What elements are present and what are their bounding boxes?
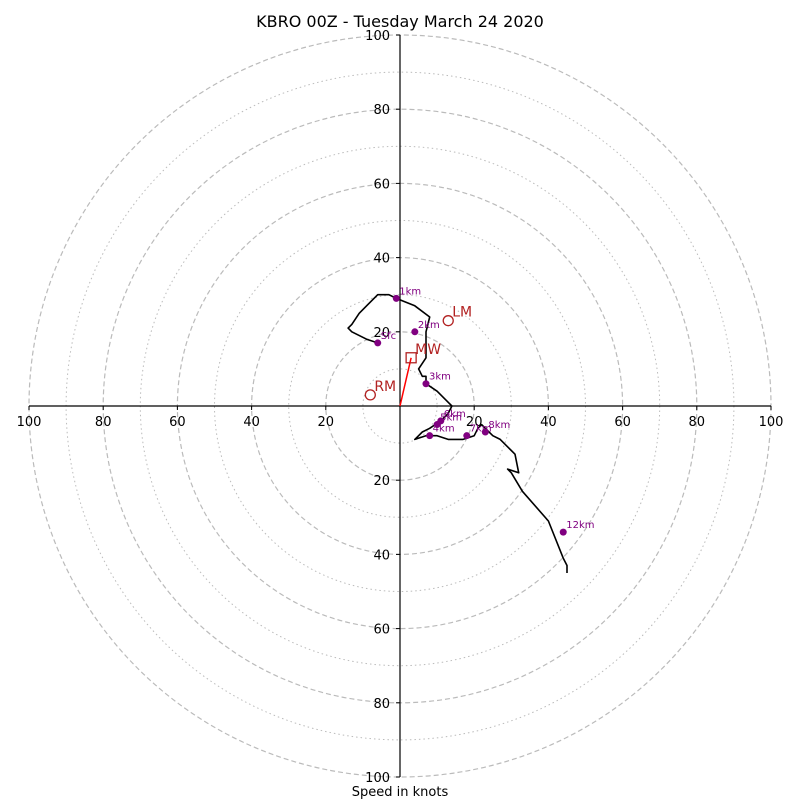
storm-motion-label: RM xyxy=(374,379,396,395)
height-label: 7km xyxy=(470,424,492,435)
height-label: Sfc xyxy=(381,331,396,342)
height-marker xyxy=(374,339,382,347)
tick-labels: 100 80 60 40 20 20 40 60 80 100 100 80 60 40 20 20 40 60 8… xyxy=(17,29,784,786)
y-tick-label: 20 xyxy=(373,326,390,341)
y-tick-label: 80 xyxy=(373,103,390,118)
height-label: 3km xyxy=(429,372,451,383)
chart-title: KBRO 00Z - Tuesday March 24 2020 xyxy=(256,12,544,31)
y-tick-label: 100 xyxy=(365,29,390,44)
hodograph-trace-group xyxy=(347,293,568,573)
height-label: 8km xyxy=(488,420,510,431)
x-tick-label: 80 xyxy=(95,415,112,430)
y-tick-label: 60 xyxy=(373,177,390,192)
height-marker xyxy=(463,432,471,440)
storm-motion-marker xyxy=(405,352,417,364)
storm-motion-label: LM xyxy=(452,305,472,321)
mean-wind-vector xyxy=(399,357,412,407)
height-label: 6km xyxy=(444,409,466,420)
x-axis-label: Speed in knots xyxy=(352,785,449,800)
x-tick-label: 40 xyxy=(243,415,260,430)
height-label: 1km xyxy=(399,286,421,297)
height-marker xyxy=(426,432,434,440)
x-tick-label: 100 xyxy=(17,415,42,430)
height-marker xyxy=(559,528,567,536)
height-label: 4km xyxy=(433,424,455,435)
height-label: 12km xyxy=(566,520,594,531)
height-label: 2km xyxy=(418,320,440,331)
x-tick-label: 20 xyxy=(466,415,483,430)
storm-motion-label: MW xyxy=(415,342,441,358)
storm-motion-marker xyxy=(364,389,376,401)
height-marker xyxy=(481,428,489,436)
x-tick-label: 80 xyxy=(689,415,706,430)
storm-motion-marker xyxy=(442,315,454,327)
height-label: 5km xyxy=(440,413,462,424)
y-tick-label: 40 xyxy=(373,252,390,267)
x-tick-label: 40 xyxy=(540,415,557,430)
x-tick-label: 60 xyxy=(614,415,631,430)
x-tick-label: 100 xyxy=(759,415,784,430)
y-tick-label: 20 xyxy=(373,474,390,489)
y-tick-label: 40 xyxy=(373,548,390,563)
y-tick-label: 60 xyxy=(373,623,390,638)
height-marker xyxy=(422,380,430,388)
y-tick-label: 100 xyxy=(365,771,390,786)
y-tick-label: 80 xyxy=(373,697,390,712)
hodograph-trace xyxy=(347,293,568,573)
height-marker xyxy=(392,294,400,302)
x-tick-label: 20 xyxy=(318,415,335,430)
height-marker xyxy=(411,328,419,336)
storm-motions: LM MW RM xyxy=(364,305,472,407)
x-tick-label: 60 xyxy=(169,415,186,430)
height-marker xyxy=(437,417,445,425)
